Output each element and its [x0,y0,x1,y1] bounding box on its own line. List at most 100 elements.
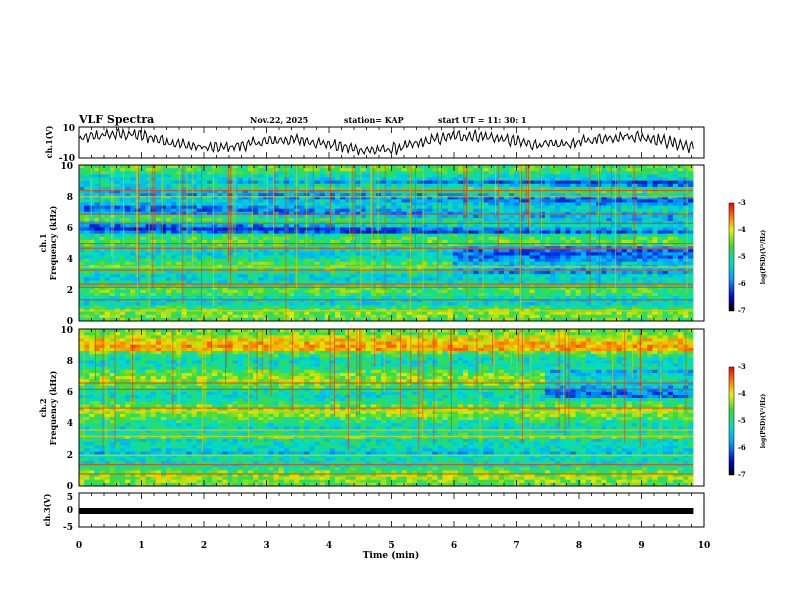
spectrogram-cell [509,214,515,219]
spectrogram-cell [509,180,515,185]
spectrogram-cell [150,252,157,256]
spectrogram-cell [309,214,315,219]
spectrogram-cell [288,249,295,253]
spectrogram-cell [652,202,658,206]
spectrogram-cell [171,208,177,213]
spectrogram-cell [611,180,617,185]
spectrogram-cell [104,202,111,206]
spectrogram-cell [452,183,459,188]
spectrogram-cell [462,174,469,178]
spectrogram-cell [155,274,162,278]
spectrogram-cell [662,277,669,281]
spectrogram-cell [196,252,203,256]
spectrogram-cell [212,199,218,203]
spectrogram-cell [181,214,187,219]
spectrogram-cell [647,180,653,185]
spectrogram-cell [329,177,336,181]
spectrogram-cell [462,286,469,291]
spectrogram-cell [166,202,172,206]
spectrogram-cell [212,271,218,275]
spectrogram-cell [212,224,218,228]
spectrogram-cell [329,193,336,197]
spectrogram-cell [498,180,505,185]
spectrogram-cell [452,214,459,219]
spectrogram-cell [503,277,510,281]
spectrogram-cell [258,180,264,185]
spectrogram-cell [391,274,397,278]
spectrogram-cell [585,199,592,203]
spectrogram-cell [514,274,520,278]
spectrogram-cell [473,174,479,178]
spectrogram-cell [365,286,372,291]
spectrogram-cell [688,236,694,241]
spectrogram-cell [319,205,326,210]
spectrogram-cell [278,252,285,256]
spectrogram-cell [585,236,592,241]
spectrogram-cell [678,199,684,203]
spectrogram-cell [447,261,454,266]
spectrogram-cell [381,236,387,241]
spectrogram-cell [304,261,310,266]
spectrogram-cell [560,239,566,244]
spectrogram-cell [386,214,392,219]
spectrogram-cell [104,239,111,244]
spectrogram-cell [514,177,520,181]
spectrogram-cell [309,199,315,203]
spectrogram-cell [575,243,582,247]
spectrogram-cell [473,227,479,231]
spectrogram-cell [196,271,203,275]
spectrogram-cell [493,199,500,203]
spectrogram-cell [457,174,464,178]
spectrogram-cell [258,224,264,228]
spectrogram-cell [145,171,152,175]
spectrogram-cell [570,239,577,244]
spectrogram-cell [534,186,541,191]
spectrogram-cell [509,252,515,256]
spectrogram-cell [273,227,280,231]
spectrogram-cell [140,177,146,181]
spectrogram-cell [637,249,643,253]
spectrogram-cell [94,214,100,219]
spectrogram-cell [688,280,694,284]
spectrogram-cell [560,224,566,228]
spectrogram-cell [222,168,228,172]
spectrogram-cell [652,255,658,259]
spectrogram-cell [145,180,152,185]
figure-title: VLF Spectra [78,113,154,126]
spectrogram-cell [191,214,198,219]
spectrogram-cell [232,271,239,275]
spectrogram-cell [130,230,136,235]
spectrogram-cell [150,277,157,281]
spectrogram-cell [601,243,607,247]
spectrogram-cell [688,196,694,200]
spectrogram-cell [493,271,500,275]
spectrogram-cell [375,186,382,191]
spectrogram-cell [391,165,397,169]
spectrogram-cell [422,249,428,253]
spectrogram-cell [647,214,653,219]
spectrogram-cell [360,214,367,219]
spectrogram-cell [534,183,541,188]
spectrogram-cell [160,258,167,263]
spectrogram-cell [488,239,495,244]
spectrogram-cell [529,286,536,291]
spectrogram-cell [283,280,290,284]
spectrogram-cell [457,258,464,263]
spectrogram-cell [457,205,464,210]
spectrogram-cell [683,227,689,231]
spectrogram-cell [488,189,495,194]
spectrogram-cell [432,233,438,238]
spectrogram-cell [534,227,541,231]
spectrogram-cell [386,199,392,203]
spectrogram-cell [662,186,669,191]
spectrogram-cell [212,171,218,175]
spectrogram-cell [104,174,111,178]
spectrogram-cell [534,177,541,181]
spectrogram-cell [621,180,628,185]
spectrogram-cell [329,165,336,169]
spectrogram-cell [140,286,146,291]
spectrogram-cell [99,236,105,241]
spectrogram-cell [109,286,116,291]
spectrogram-cell [560,168,566,172]
spectrogram-cell [258,243,264,247]
